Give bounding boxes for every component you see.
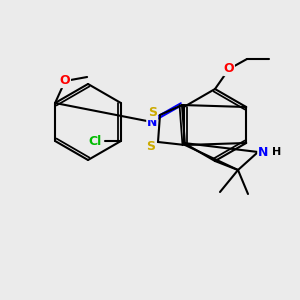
Text: O: O xyxy=(60,74,70,88)
Text: N: N xyxy=(147,116,157,128)
Text: O: O xyxy=(224,62,234,76)
Text: S: S xyxy=(148,106,158,119)
Text: H: H xyxy=(272,147,281,157)
Text: Cl: Cl xyxy=(88,134,101,148)
Text: S: S xyxy=(146,140,155,154)
Text: N: N xyxy=(258,146,268,158)
